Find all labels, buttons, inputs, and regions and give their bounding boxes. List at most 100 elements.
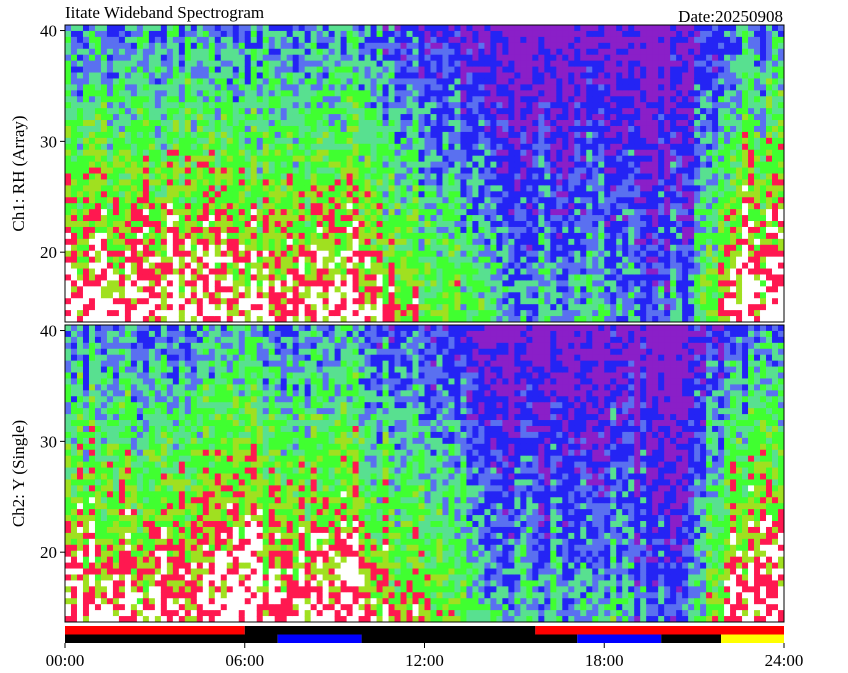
spectrogram-cell <box>502 304 509 311</box>
spectrogram-cell <box>658 30 665 38</box>
spectrogram-cell <box>76 197 84 204</box>
spectrogram-cell <box>424 131 431 139</box>
spectrogram-cell <box>532 244 539 252</box>
spectrogram-cell <box>202 215 210 222</box>
spectrogram-cell <box>316 114 324 121</box>
spectrogram-cell <box>628 96 635 103</box>
spectrogram-cell <box>400 60 407 67</box>
spectrogram-cell <box>484 191 491 198</box>
spectrogram-cell <box>598 78 605 85</box>
spectrogram-cell <box>136 221 144 228</box>
spectrogram-cell <box>352 54 359 62</box>
spectrogram-cell <box>148 143 156 151</box>
spectrogram-cell <box>532 96 539 103</box>
spectrogram-cell <box>352 78 359 85</box>
spectrogram-cell <box>184 25 192 32</box>
spectrogram-cell <box>346 185 353 192</box>
spectrogram-cell <box>628 310 635 317</box>
spectrogram-cell <box>286 226 294 234</box>
spectrogram-cell <box>442 185 449 192</box>
spectrogram-cell <box>550 215 557 222</box>
spectrogram-cell <box>388 226 395 234</box>
spectrogram-cell <box>574 274 581 281</box>
spectrogram-cell <box>526 215 533 222</box>
spectrogram-cell <box>304 66 312 73</box>
spectrogram-cell <box>208 42 216 50</box>
spectrogram-cell <box>532 185 539 192</box>
spectrogram-cell <box>232 36 240 44</box>
spectrogram-cell <box>556 215 563 222</box>
spectrogram-cell <box>646 197 653 204</box>
spectrogram-cell <box>88 274 96 281</box>
spectrogram-cell <box>604 72 611 79</box>
spectrogram-cell <box>244 60 252 67</box>
spectrogram-cell <box>154 42 162 50</box>
spectrogram-cell <box>370 304 377 311</box>
spectrogram-cell <box>442 268 449 275</box>
spectrogram-cell <box>508 149 515 157</box>
spectrogram-cell <box>436 221 443 228</box>
spectrogram-cell <box>112 298 120 305</box>
spectrogram-cell <box>340 54 348 62</box>
spectrogram-cell <box>544 274 551 281</box>
spectrogram-cell <box>406 191 413 198</box>
spectrogram-cell <box>196 256 204 263</box>
spectrogram-cell <box>478 191 485 198</box>
spectrogram-cell <box>586 125 593 133</box>
spectrogram-cell <box>88 30 96 38</box>
spectrogram-cell <box>640 316 647 323</box>
spectrogram-cell <box>442 96 449 103</box>
spectrogram-cell <box>322 268 330 275</box>
spectrogram-cell <box>448 209 455 216</box>
spectrogram-cell <box>82 298 90 305</box>
spectrogram-cell <box>286 250 294 258</box>
spectrogram-cell <box>226 131 234 139</box>
spectrogram-cell <box>178 250 186 258</box>
spectrogram-cell <box>370 298 377 305</box>
spectrogram-cell <box>562 316 569 323</box>
spectrogram-cell <box>652 25 659 32</box>
spectrogram-cell <box>190 60 198 67</box>
spectrogram-cell <box>484 66 491 73</box>
spectrogram-cell <box>400 137 407 145</box>
spectrogram-cell <box>478 256 485 263</box>
spectrogram-cell <box>340 149 348 157</box>
spectrogram-cell <box>568 316 575 323</box>
spectrogram-cell <box>286 292 294 299</box>
spectrogram-cell <box>538 36 545 44</box>
spectrogram-cell <box>376 286 383 293</box>
spectrogram-cell <box>166 84 174 91</box>
spectrogram-cell <box>490 66 497 73</box>
spectrogram-cell <box>586 215 593 222</box>
spectrogram-cell <box>370 167 377 174</box>
spectrogram-cell <box>430 292 437 299</box>
spectrogram-cell <box>460 108 467 115</box>
spectrogram-cell <box>112 66 120 73</box>
spectrogram-cell <box>574 215 581 222</box>
spectrogram-cell <box>424 48 431 56</box>
spectrogram-cell <box>190 209 198 216</box>
spectrogram-cell <box>394 143 401 151</box>
spectrogram-cell <box>190 48 198 56</box>
spectrogram-cell <box>640 125 647 133</box>
spectrogram-cell <box>610 274 617 281</box>
spectrogram-cell <box>136 90 144 97</box>
spectrogram-cell <box>592 209 599 216</box>
spectrogram-cell <box>232 221 240 228</box>
spectrogram-cell <box>88 72 96 79</box>
spectrogram-cell <box>460 161 467 168</box>
spectrogram-cell <box>424 262 431 269</box>
spectrogram-cell <box>400 78 407 85</box>
spectrogram-cell <box>472 66 479 73</box>
spectrogram-cell <box>118 25 126 32</box>
spectrogram-cell <box>358 316 365 323</box>
spectrogram-cell <box>646 215 653 222</box>
spectrogram-cell <box>502 102 509 109</box>
spectrogram-cell <box>580 238 587 246</box>
spectrogram-cell <box>322 60 330 67</box>
spectrogram-cell <box>466 36 473 44</box>
spectrogram-cell <box>118 84 126 91</box>
spectrogram-cell <box>82 54 90 62</box>
spectrogram-cell <box>640 108 647 115</box>
spectrogram-cell <box>394 185 401 192</box>
